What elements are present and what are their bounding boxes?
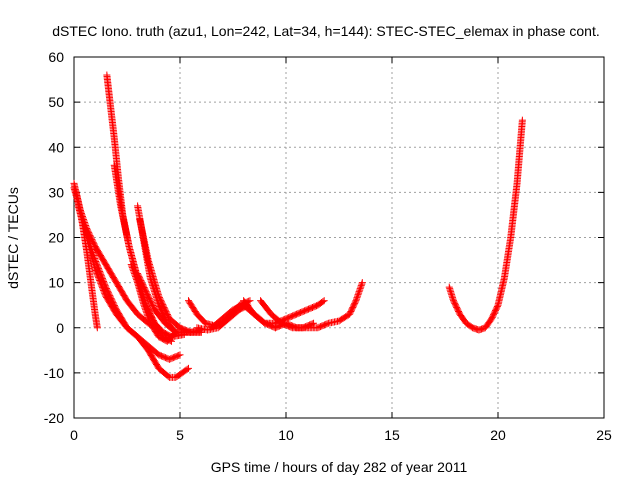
x-tick-label: 5 xyxy=(176,427,184,443)
data-point-marker xyxy=(353,294,361,302)
data-point-marker xyxy=(352,297,360,305)
data-point-marker xyxy=(129,267,137,275)
data-point-marker xyxy=(93,269,101,277)
data-point-marker xyxy=(101,289,109,297)
data-point-marker xyxy=(357,282,365,290)
y-tick-label: 20 xyxy=(48,230,64,246)
data-point-marker xyxy=(323,320,331,328)
data-point-marker xyxy=(130,268,138,276)
y-tick-label: 10 xyxy=(48,275,64,291)
data-point-marker xyxy=(246,297,254,305)
data-point-marker xyxy=(175,351,183,359)
data-point-marker xyxy=(352,295,360,303)
x-tick-label: 15 xyxy=(384,427,400,443)
data-point-marker xyxy=(356,285,364,293)
x-axis-label: GPS time / hours of day 282 of year 2011 xyxy=(211,459,468,475)
y-tick-label: -10 xyxy=(44,365,64,381)
data-point-marker xyxy=(291,323,299,331)
data-point-marker xyxy=(319,298,327,306)
x-tick-label: 10 xyxy=(278,427,294,443)
data-point-marker xyxy=(94,272,102,280)
data-point-marker xyxy=(93,271,101,279)
data-point-marker xyxy=(100,286,108,294)
y-tick-label: -20 xyxy=(44,410,64,426)
data-point-marker xyxy=(354,292,362,300)
data-point-marker xyxy=(98,284,106,292)
y-axis-label: dSTEC / TECUs xyxy=(5,187,21,289)
data-series xyxy=(271,279,366,332)
data-point-marker xyxy=(144,312,152,320)
data-point-marker xyxy=(93,324,101,332)
data-point-marker xyxy=(518,116,526,124)
data-point-marker xyxy=(142,307,150,315)
axis-ticks xyxy=(73,56,605,419)
data-point-marker xyxy=(184,364,192,372)
data-point-marker xyxy=(357,283,365,291)
chart-title: dSTEC Iono. truth (azu1, Lon=242, Lat=34… xyxy=(52,23,599,39)
plot-area xyxy=(70,71,526,381)
data-point-marker xyxy=(140,301,148,309)
x-tick-label: 25 xyxy=(596,427,612,443)
data-point-marker xyxy=(91,265,99,273)
data-series xyxy=(136,215,205,336)
data-point-marker xyxy=(145,316,153,324)
data-point-marker xyxy=(142,306,150,314)
data-point-marker xyxy=(100,288,108,296)
x-tick-label: 20 xyxy=(490,427,506,443)
data-point-marker xyxy=(99,285,107,293)
x-tick-labels: 0 5 10 15 20 25 xyxy=(70,427,612,443)
data-point-marker xyxy=(143,310,151,318)
data-point-marker xyxy=(95,275,103,283)
x-tick-label: 0 xyxy=(70,427,78,443)
y-tick-labels: -20 -10 0 10 20 30 40 50 60 xyxy=(44,49,64,426)
data-point-marker xyxy=(358,280,366,288)
data-series xyxy=(445,116,526,334)
y-tick-label: 40 xyxy=(48,139,64,155)
data-point-marker xyxy=(98,282,106,290)
data-point-marker xyxy=(141,304,149,312)
data-point-marker xyxy=(96,278,104,286)
data-point-marker xyxy=(97,281,105,289)
data-point-marker xyxy=(355,288,363,296)
data-point-marker xyxy=(128,262,136,270)
data-point-marker xyxy=(128,264,136,272)
data-point-marker xyxy=(145,315,153,323)
data-point-marker xyxy=(97,279,105,287)
data-point-marker xyxy=(92,268,100,276)
y-tick-label: 0 xyxy=(56,320,64,336)
data-point-marker xyxy=(493,303,501,311)
data-point-marker xyxy=(351,298,359,306)
data-point-marker xyxy=(320,297,328,305)
data-series xyxy=(193,301,252,334)
data-point-marker xyxy=(95,274,103,282)
data-point-marker xyxy=(146,318,154,326)
data-point-marker xyxy=(92,267,100,275)
data-point-marker xyxy=(96,276,104,284)
y-tick-label: 50 xyxy=(48,94,64,110)
data-series xyxy=(74,202,184,363)
data-point-marker xyxy=(144,313,152,321)
data-point-marker xyxy=(129,265,137,273)
data-point-marker xyxy=(358,279,366,287)
y-tick-label: 60 xyxy=(48,49,64,65)
grid-lines xyxy=(74,57,604,418)
data-point-marker xyxy=(127,261,135,269)
data-point-marker xyxy=(140,303,148,311)
data-point-marker xyxy=(356,286,364,294)
data-point-marker xyxy=(176,351,184,359)
data-point-marker xyxy=(183,365,191,373)
data-point-marker xyxy=(355,289,363,297)
data-point-marker xyxy=(354,291,362,299)
y-tick-label: 30 xyxy=(48,184,64,200)
data-point-marker xyxy=(143,309,151,317)
